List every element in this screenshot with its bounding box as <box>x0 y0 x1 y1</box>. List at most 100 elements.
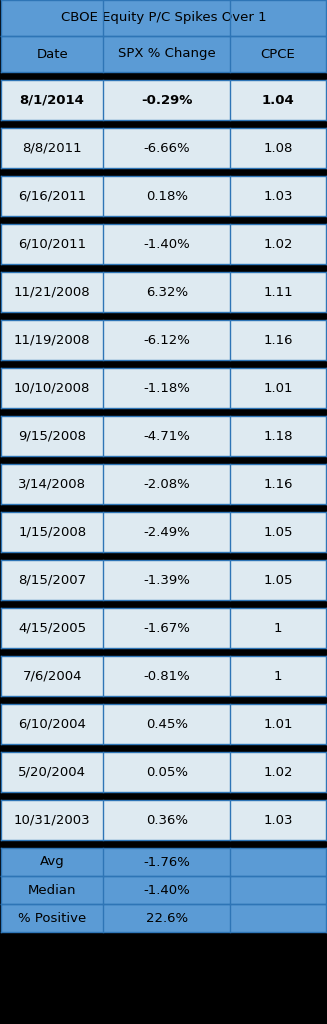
Text: -1.40%: -1.40% <box>143 238 190 251</box>
Text: 10/31/2003: 10/31/2003 <box>14 813 91 826</box>
Bar <box>230 36 326 72</box>
Bar <box>103 368 230 408</box>
Text: 1: 1 <box>274 670 282 683</box>
Bar <box>230 608 326 648</box>
Bar <box>230 272 326 312</box>
Text: -1.67%: -1.67% <box>143 622 190 635</box>
Bar <box>1 560 103 600</box>
Bar <box>1 876 103 904</box>
Text: 1.18: 1.18 <box>263 429 293 442</box>
Text: Avg: Avg <box>40 855 64 868</box>
Bar <box>230 656 326 696</box>
Text: -1.18%: -1.18% <box>143 382 190 394</box>
Bar <box>1 0 326 36</box>
Bar <box>1 408 326 416</box>
Text: % Positive: % Positive <box>18 911 86 925</box>
Bar <box>1 168 326 176</box>
Bar <box>103 876 230 904</box>
Text: 1.01: 1.01 <box>263 382 293 394</box>
Bar <box>103 752 230 792</box>
Text: 1.16: 1.16 <box>263 477 293 490</box>
Bar <box>1 600 326 608</box>
Text: 1.08: 1.08 <box>263 141 293 155</box>
Bar <box>1 648 326 656</box>
Text: 6.32%: 6.32% <box>146 286 188 299</box>
Bar <box>1 504 326 512</box>
Bar <box>1 36 103 72</box>
Bar <box>103 800 230 840</box>
Bar <box>1 464 103 504</box>
Text: 7/6/2004: 7/6/2004 <box>23 670 82 683</box>
Bar <box>230 319 326 360</box>
Bar <box>103 904 230 932</box>
Bar <box>103 128 230 168</box>
Bar <box>1 552 326 560</box>
Bar <box>103 560 230 600</box>
Text: -6.66%: -6.66% <box>144 141 190 155</box>
Bar <box>1 456 326 464</box>
Bar <box>1 656 103 696</box>
Bar <box>1 80 103 120</box>
Bar <box>103 36 230 72</box>
Text: 0.36%: 0.36% <box>146 813 188 826</box>
Text: -6.12%: -6.12% <box>143 334 190 346</box>
Text: 1.03: 1.03 <box>263 813 293 826</box>
Bar <box>1 904 103 932</box>
Bar <box>1 368 103 408</box>
Text: 6/10/2004: 6/10/2004 <box>18 718 86 730</box>
Text: -1.39%: -1.39% <box>143 573 190 587</box>
Text: 1.16: 1.16 <box>263 334 293 346</box>
Bar <box>230 80 326 120</box>
Bar <box>1 312 326 319</box>
Text: 8/15/2007: 8/15/2007 <box>18 573 86 587</box>
Bar <box>230 128 326 168</box>
Bar <box>103 705 230 744</box>
Text: CBOE Equity P/C Spikes Over 1: CBOE Equity P/C Spikes Over 1 <box>61 11 266 25</box>
Bar <box>230 904 326 932</box>
Bar <box>230 848 326 876</box>
Text: Date: Date <box>36 47 68 60</box>
Text: 1.02: 1.02 <box>263 238 293 251</box>
Bar <box>103 176 230 216</box>
Bar <box>1 224 103 264</box>
Text: 8/8/2011: 8/8/2011 <box>22 141 82 155</box>
Bar <box>1 416 103 456</box>
Text: 5/20/2004: 5/20/2004 <box>18 766 86 778</box>
Text: 22.6%: 22.6% <box>146 911 188 925</box>
Text: 3/14/2008: 3/14/2008 <box>18 477 86 490</box>
Bar <box>103 512 230 552</box>
Bar <box>1 319 103 360</box>
Bar <box>103 319 230 360</box>
Bar <box>1 792 326 800</box>
Bar <box>230 512 326 552</box>
Text: 1.02: 1.02 <box>263 766 293 778</box>
Text: -2.08%: -2.08% <box>143 477 190 490</box>
Bar <box>230 705 326 744</box>
Bar <box>1 72 326 80</box>
Text: SPX % Change: SPX % Change <box>118 47 215 60</box>
Text: 6/16/2011: 6/16/2011 <box>18 189 86 203</box>
Bar <box>230 800 326 840</box>
Bar <box>1 128 103 168</box>
Bar <box>1 216 326 224</box>
Text: -4.71%: -4.71% <box>143 429 190 442</box>
Bar <box>230 368 326 408</box>
Text: 1.01: 1.01 <box>263 718 293 730</box>
Bar <box>103 80 230 120</box>
Text: 11/21/2008: 11/21/2008 <box>14 286 91 299</box>
Text: 1: 1 <box>274 622 282 635</box>
Text: 10/10/2008: 10/10/2008 <box>14 382 90 394</box>
Bar <box>1 264 326 272</box>
Bar <box>103 464 230 504</box>
Text: -1.40%: -1.40% <box>143 884 190 896</box>
Text: 11/19/2008: 11/19/2008 <box>14 334 91 346</box>
Text: CPCE: CPCE <box>261 47 295 60</box>
Bar <box>1 744 326 752</box>
Bar <box>103 272 230 312</box>
Bar <box>230 752 326 792</box>
Bar <box>230 224 326 264</box>
Bar <box>230 176 326 216</box>
Text: 0.05%: 0.05% <box>146 766 188 778</box>
Bar <box>1 120 326 128</box>
Bar <box>1 848 103 876</box>
